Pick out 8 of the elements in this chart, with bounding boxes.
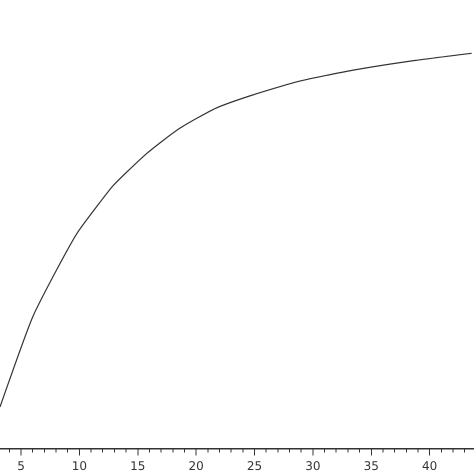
x-tick-label: 30 [305,458,321,473]
x-tick-label: 20 [188,458,204,473]
x-tick-label: 35 [364,458,379,473]
x-tick-label: 40 [422,458,438,473]
x-tick-label: 25 [246,458,262,473]
x-tick-label: 10 [72,458,88,473]
x-tick-label: 5 [17,458,25,473]
x-tick-label: 15 [130,458,146,473]
